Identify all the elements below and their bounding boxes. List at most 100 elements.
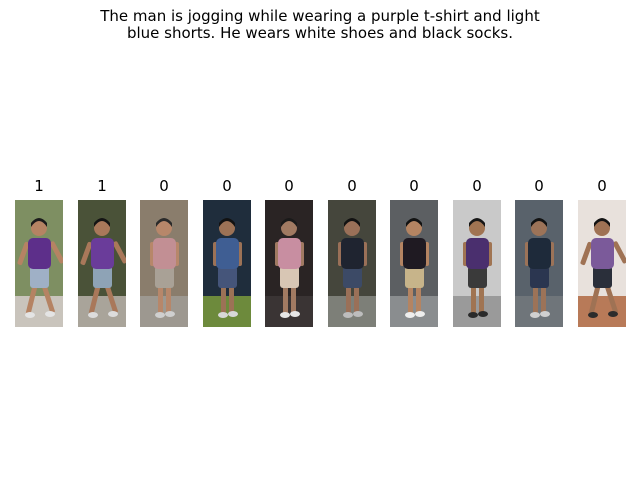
shorts <box>218 266 237 288</box>
shorts <box>30 266 49 288</box>
shorts <box>155 266 174 288</box>
image-ground <box>140 296 188 327</box>
shorts <box>280 266 299 288</box>
head <box>156 220 172 236</box>
head <box>94 220 110 236</box>
shoe-left <box>280 312 290 318</box>
match-label: 0 <box>347 177 357 195</box>
shoe-left <box>88 312 98 318</box>
leg-left <box>283 284 288 314</box>
match-label: 0 <box>222 177 232 195</box>
shorts <box>530 266 549 288</box>
hair <box>31 218 47 227</box>
person-image <box>15 200 63 327</box>
leg-right <box>166 284 171 314</box>
shirt <box>216 238 239 269</box>
image-ground <box>578 296 626 327</box>
shoe-right <box>540 311 550 317</box>
shoe-right <box>478 311 488 317</box>
shoe-left <box>530 312 540 318</box>
image-ground <box>203 296 251 327</box>
shorts <box>343 266 362 288</box>
person-thumbnail <box>140 200 188 327</box>
match-label: 1 <box>97 177 107 195</box>
shirt <box>153 238 176 269</box>
person-image <box>328 200 376 327</box>
leg-right <box>479 284 484 314</box>
shorts <box>93 266 112 288</box>
leg-right <box>541 284 546 314</box>
leg-left <box>158 284 163 314</box>
shirt <box>591 238 614 269</box>
leg-right <box>229 284 234 314</box>
person-thumbnail <box>265 200 313 327</box>
match-label: 0 <box>284 177 294 195</box>
shoe-left <box>588 312 598 318</box>
person-image <box>78 200 126 327</box>
shoe-right <box>45 311 55 317</box>
shoe-left <box>25 312 35 318</box>
shoe-left <box>468 312 478 318</box>
shorts <box>405 266 424 288</box>
hair <box>406 218 422 227</box>
image-ground <box>15 296 63 327</box>
person-thumbnail <box>78 200 126 327</box>
shirt <box>341 238 364 269</box>
person-thumbnail <box>203 200 251 327</box>
person-thumbnail <box>453 200 501 327</box>
shoe-left <box>155 312 165 318</box>
image-ground <box>515 296 563 327</box>
hair <box>344 218 360 227</box>
hair <box>281 218 297 227</box>
person-image <box>265 200 313 327</box>
hair <box>469 218 485 227</box>
match-label: 1 <box>34 177 44 195</box>
shoe-right <box>353 311 363 317</box>
match-label: 0 <box>534 177 544 195</box>
shoe-right <box>290 311 300 317</box>
caption: The man is jogging while wearing a purpl… <box>0 8 640 42</box>
leg-left <box>533 284 538 314</box>
shirt <box>278 238 301 269</box>
hair <box>594 218 610 227</box>
hair <box>531 218 547 227</box>
person-image <box>453 200 501 327</box>
leg-left <box>88 283 101 314</box>
leg-right <box>41 283 56 314</box>
shirt <box>91 238 114 269</box>
match-label: 0 <box>409 177 419 195</box>
match-label: 0 <box>597 177 607 195</box>
arm-right <box>112 241 126 264</box>
shirt <box>28 238 51 269</box>
person-image <box>390 200 438 327</box>
shirt <box>528 238 551 269</box>
arm-left <box>580 241 593 266</box>
person-thumbnail <box>578 200 626 327</box>
person-thumbnail <box>328 200 376 327</box>
match-label: 0 <box>472 177 482 195</box>
match-label: 0 <box>159 177 169 195</box>
leg-right <box>104 283 119 314</box>
image-ground <box>328 296 376 327</box>
leg-left <box>221 284 226 314</box>
leg-left <box>346 284 351 314</box>
leg-right <box>416 284 421 314</box>
hair <box>219 218 235 227</box>
image-ground <box>453 296 501 327</box>
arm-right <box>49 241 63 264</box>
hair <box>94 218 110 227</box>
head <box>406 220 422 236</box>
hair <box>156 218 172 227</box>
person-image <box>578 200 626 327</box>
arm-left <box>17 241 30 266</box>
shorts <box>468 266 487 288</box>
leg-right <box>354 284 359 314</box>
shoe-left <box>405 312 415 318</box>
shoe-right <box>228 311 238 317</box>
head <box>31 220 47 236</box>
head <box>594 220 610 236</box>
shoe-right <box>108 311 118 317</box>
arm-left <box>80 241 93 266</box>
shoe-left <box>343 312 353 318</box>
